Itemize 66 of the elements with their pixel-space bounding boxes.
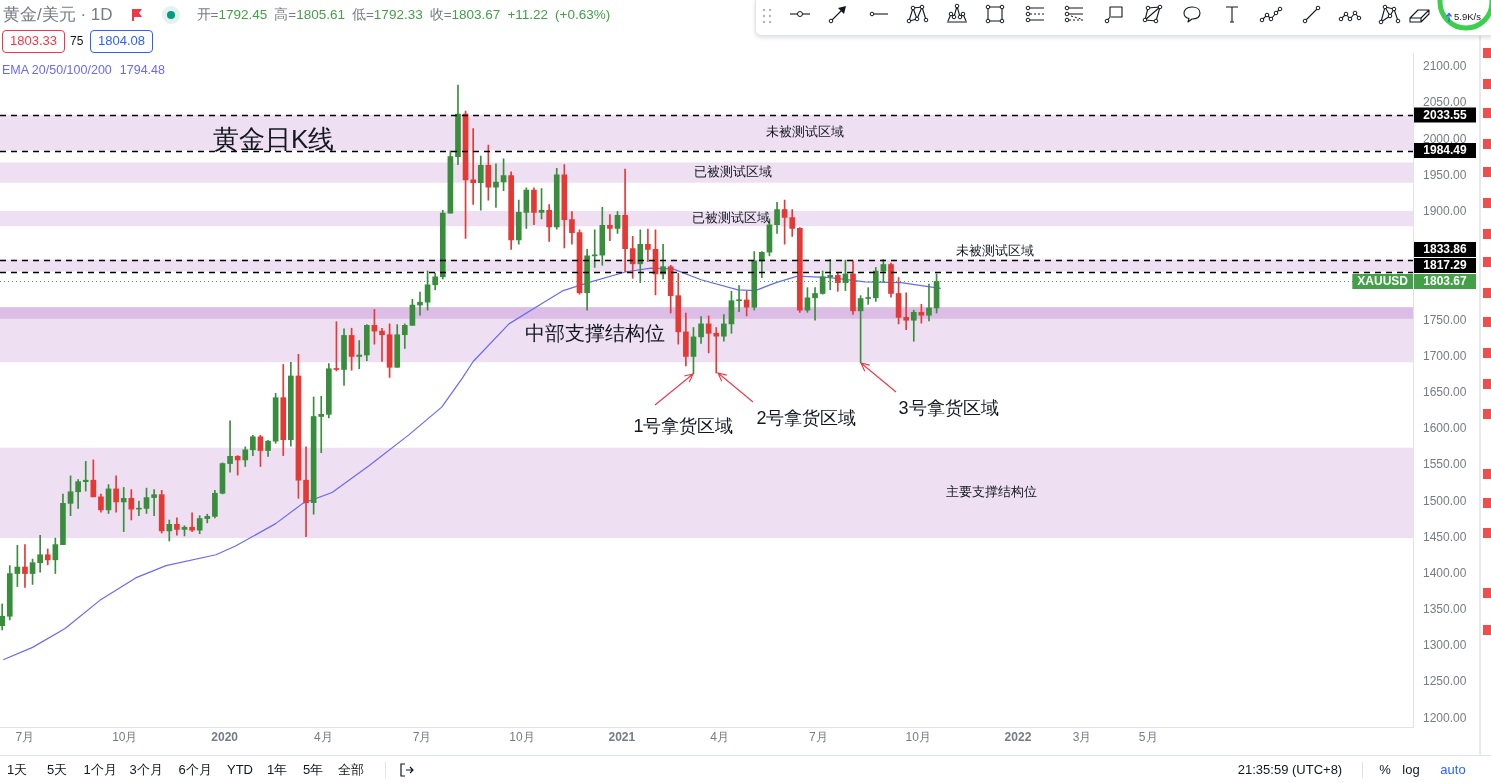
annotation: 1794.48 (119, 63, 165, 78)
text: 1个月 (83, 762, 117, 778)
y-tick-label: 1650.00 (1423, 384, 1467, 399)
text: auto (1440, 762, 1466, 778)
text: log (1402, 762, 1420, 778)
y-tick-label: 1200.00 (1423, 710, 1467, 725)
y-tick-label: 1750.00 (1423, 312, 1467, 327)
y-tick-label: 1550.00 (1423, 457, 1467, 472)
y-tick-label: 1450.00 (1423, 529, 1467, 544)
text: 开=1792.45 高=1805.61 低=1792.33 收=1803.67 +11.22 (+0.63%) (196, 7, 611, 23)
text: 1年 (266, 762, 288, 778)
text: 黄金/美元 · 1D (3, 5, 113, 25)
text: 6个月 (178, 762, 212, 778)
text: XAUUSD 1803.67 (1357, 274, 1467, 289)
annotation: 3号拿货区域 (898, 397, 999, 418)
text: YTD (227, 762, 253, 778)
y-tick-label: 1950.00 (1423, 167, 1467, 182)
y-tick-label: 2100.00 (1423, 59, 1467, 74)
y-tick-label: 1900.00 (1423, 204, 1467, 219)
ref-line-label: 1833.86 (1423, 242, 1468, 257)
band-label: 未被测试区域 (955, 243, 1034, 259)
band-label: 主要支撑结构位 (946, 484, 1038, 500)
x-tick-label: 5月 (1138, 729, 1158, 744)
x-tick-label: 4月 (314, 729, 333, 744)
y-tick-label: 1350.00 (1423, 602, 1467, 617)
x-tick-label: 2021 (608, 729, 636, 744)
annotation: 2号拿货区域 (756, 408, 857, 429)
text: % (1379, 762, 1391, 778)
band-label: 中部支撑结构位 (524, 322, 665, 345)
x-tick-label: 2022 (1004, 729, 1032, 744)
y-tick-label: 1600.00 (1423, 421, 1467, 436)
x-tick-label: 10月 (112, 729, 138, 744)
text: 黄金日K线 (213, 124, 335, 155)
x-tick-label: 10月 (509, 729, 535, 744)
annotation: 1号拿货区域 (633, 415, 734, 436)
band-label: 未被测试区域 (766, 124, 845, 140)
text: 全部 (338, 762, 364, 778)
ref-line-label: 1984.49 (1423, 143, 1468, 158)
text: 1804.08 (90, 30, 153, 53)
band-label: 已被测试区域 (691, 210, 770, 226)
band-label: 已被测试区域 (694, 164, 773, 180)
text: 1天 (6, 762, 28, 778)
y-tick-label: 2050.00 (1423, 95, 1467, 110)
y-tick-label: 1250.00 (1423, 674, 1467, 689)
text: 5天 (46, 762, 68, 778)
text: 5年 (302, 762, 324, 778)
x-tick-label: 10月 (905, 729, 931, 744)
x-tick-label: 7月 (15, 729, 35, 744)
text: 5.9K/s (1454, 11, 1481, 23)
y-tick-label: 2000.00 (1423, 131, 1467, 146)
y-tick-label: 1500.00 (1423, 493, 1467, 508)
text: 21:35:59 (UTC+8) (1237, 762, 1343, 778)
x-tick-label: 7月 (412, 729, 432, 744)
ref-line-label: 1817.29 (1423, 258, 1468, 273)
text: 1803.33 (2, 30, 65, 53)
y-tick-label: 1300.00 (1423, 638, 1467, 653)
x-tick-label: 3月 (1072, 729, 1092, 744)
text: 75 (70, 34, 84, 49)
text: EMA 20/50/100/200 (2, 63, 112, 78)
x-tick-label: 7月 (808, 729, 828, 744)
x-tick-label: 4月 (710, 729, 729, 744)
y-tick-label: 1400.00 (1423, 565, 1467, 580)
ref-line-label: 2033.55 (1423, 107, 1468, 122)
y-tick-label: 1700.00 (1423, 348, 1467, 363)
text: 3个月 (129, 762, 163, 778)
x-tick-label: 2020 (211, 729, 239, 744)
